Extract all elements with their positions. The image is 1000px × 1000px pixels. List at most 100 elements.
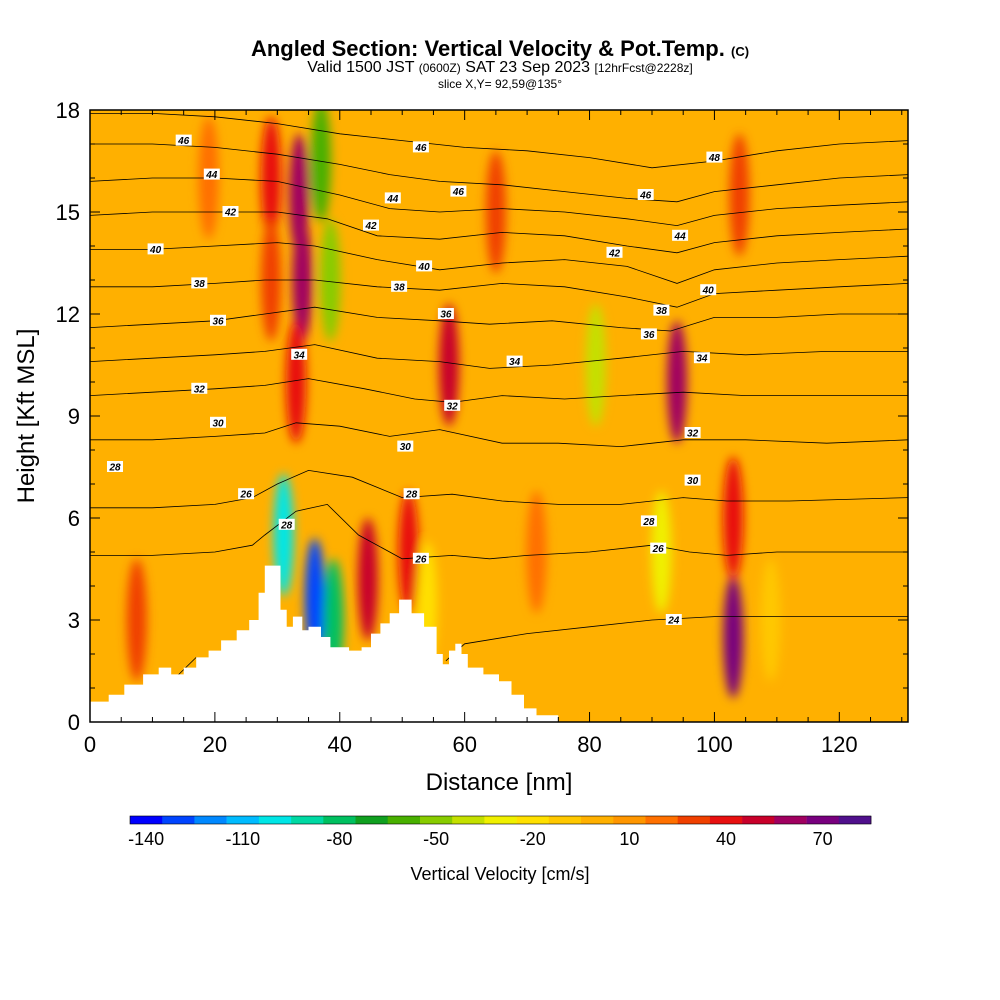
contour-label: 46 [637,189,654,202]
contour-label: 44 [672,229,689,242]
contour-label: 42 [606,246,623,259]
colorbar-label: Vertical Velocity [cm/s] [410,864,589,884]
colorbar-tick-label: -140 [128,829,164,849]
colorbar-segment [452,816,485,824]
velocity-cell [261,116,282,240]
svg-text:38: 38 [394,282,406,293]
isentrope-34 [90,344,908,369]
contour-label: 40 [416,260,433,273]
velocity-field [126,110,781,699]
y-tick-labels: 0 3 6 9 12 15 18 [56,98,80,735]
colorbar-segment [258,816,292,824]
svg-text:26: 26 [414,554,427,565]
colorbar-segment [806,816,840,824]
contour-label: 36 [640,328,657,341]
y-tick-label: 9 [68,404,80,429]
y-tick-label: 6 [68,506,80,531]
svg-text:40: 40 [702,286,715,297]
contour-label: 46 [450,185,467,198]
contour-label: 46 [175,134,192,147]
contour-label: 26 [238,488,255,501]
svg-text:36: 36 [643,330,655,341]
contour-label: 42 [222,206,239,219]
colorbar-frame [129,815,872,825]
isentrope-30 [90,422,908,448]
chart-title-text: Angled Section: Vertical Velocity & Pot.… [250,36,725,61]
x-tick-label: 20 [203,732,227,757]
axis-ticks [89,109,908,723]
velocity-cell [526,490,547,614]
colorbar-segment [355,816,388,824]
svg-text:42: 42 [608,248,621,259]
contour-label: 40 [700,284,717,297]
svg-text:46: 46 [452,187,465,198]
terrain [90,565,908,722]
x-tick-label: 0 [84,732,96,757]
velocity-cell [485,150,506,274]
y-tick-label: 15 [56,200,80,225]
velocity-cell [760,558,781,682]
contour-label: 30 [210,416,226,429]
velocity-cell [357,518,378,641]
colorbar-segment [581,816,614,824]
svg-text:46: 46 [639,191,652,202]
y-tick-label: 0 [68,710,80,735]
colorbar-segment [484,816,517,824]
contour-labels: 46 44 42 40 38 36 34 32 30 28 26 28 46 44 46 42 40 38 36 34… [107,134,723,627]
x-tick-label: 100 [696,732,733,757]
velocity-cell [439,303,459,427]
velocity-cell [320,218,341,342]
colorbar-segment [387,816,421,824]
y-tick-label: 18 [56,98,80,123]
svg-text:38: 38 [656,306,668,317]
svg-text:30: 30 [212,418,224,429]
svg-text:48: 48 [708,153,721,164]
colorbar-segment [291,816,324,824]
colorbar-segment [516,816,550,824]
contour-label: 28 [640,515,657,528]
isentrope-28 [90,469,908,509]
colorbar-segment [742,816,775,824]
colorbar-segment [774,816,807,824]
y-tick-label: 12 [56,302,80,327]
svg-text:34: 34 [509,357,521,368]
colorbar-segment [226,816,260,824]
velocity-cell [126,558,147,682]
svg-text:32: 32 [687,429,699,440]
contour-label: 26 [412,552,429,565]
contour-label: 32 [684,427,701,440]
contour-label: 30 [397,440,414,453]
colorbar-tick-label: -80 [326,829,352,849]
colorbar [129,815,872,825]
svg-text:46: 46 [177,136,190,147]
chart-title-suffix: (C) [731,44,750,59]
contour-label: 34 [693,352,710,365]
svg-text:44: 44 [386,194,399,205]
velocity-cell [723,456,744,580]
colorbar-tick-label: 40 [716,829,736,849]
contour-label: 28 [278,518,295,531]
plot-area: 46 44 42 40 38 36 34 32 30 28 26 28 46 44 46 42 40 38 36 34… [90,110,908,722]
contour-label: 32 [444,399,461,412]
svg-text:28: 28 [280,520,293,531]
svg-text:44: 44 [205,170,218,181]
colorbar-tick-labels: -140 -110 -80 -50 -20 10 40 70 [128,829,833,849]
colorbar-tick-label: -110 [225,829,260,849]
colorbar-segment [709,816,743,824]
colorbar-segment [162,816,195,824]
velocity-cell [729,133,750,257]
contour-label: 40 [147,243,164,256]
svg-text:40: 40 [418,262,431,273]
svg-text:36: 36 [212,316,224,327]
contour-label: 26 [650,542,667,555]
svg-text:42: 42 [224,208,237,219]
isentropes [90,113,908,722]
svg-text:44: 44 [674,231,687,242]
forecast-info: [12hrFcst@2228z] [594,61,693,75]
contour-label: 24 [665,614,682,627]
svg-text:34: 34 [294,350,306,361]
colorbar-segment [323,816,356,824]
isentrope-44 [90,177,908,227]
isentrope-26 [90,503,908,560]
colorbar-segment [677,816,711,824]
